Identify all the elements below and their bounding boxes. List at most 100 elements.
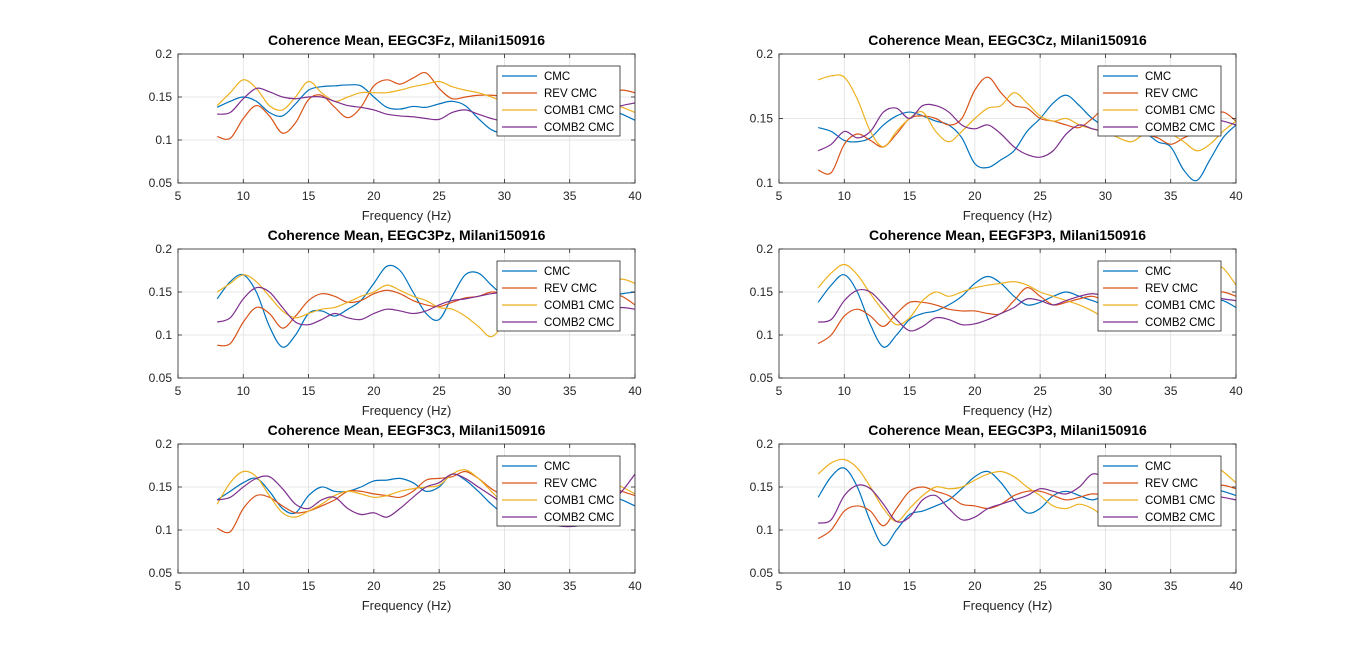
legend: CMC REV CMC COMB1 CMC COMB2 CMC (1097, 455, 1222, 527)
x-tick-label: 35 (1164, 384, 1178, 398)
y-tick-label: 0.2 (756, 242, 773, 256)
x-tick-label: 35 (1164, 579, 1178, 593)
y-tick-label: 0.05 (750, 371, 774, 385)
y-tick-label: 0.15 (149, 90, 173, 104)
y-tick-label: 0.05 (149, 566, 173, 580)
x-tick-label: 15 (903, 189, 917, 203)
y-tick-label: 0.1 (756, 523, 773, 537)
y-tick-label: 0.2 (155, 47, 172, 61)
x-tick-label: 40 (628, 189, 642, 203)
subplot-4: 5 10 15 20 25 30 35 40 0.05 0.1 0.15 0.2 Coherence M… (750, 227, 1243, 418)
y-tick-label: 0.1 (155, 133, 172, 147)
legend-label: CMC (544, 461, 570, 473)
axes-box (778, 248, 1237, 379)
legend-label: COMB2 CMC (1145, 317, 1215, 329)
x-tick-label: 40 (1229, 189, 1243, 203)
x-axis-label: Frequency (Hz) (362, 403, 452, 418)
x-axis-label: Frequency (Hz) (362, 208, 452, 223)
subplot-6: 5 10 15 20 25 30 35 40 0.05 0.1 0.15 0.2 Coherence M… (750, 422, 1243, 613)
x-axis-label: Frequency (Hz) (362, 598, 452, 613)
x-tick-label: 30 (498, 384, 512, 398)
x-tick-label: 40 (1229, 384, 1243, 398)
legend-box (1097, 260, 1222, 332)
series-line-comb2-cmc (217, 473, 635, 528)
x-tick-label: 5 (175, 384, 182, 398)
x-tick-label: 5 (175, 579, 182, 593)
x-tick-label: 25 (432, 384, 446, 398)
legend-label: COMB2 CMC (544, 512, 614, 524)
legend-label: REV CMC (544, 283, 597, 295)
x-tick-label: 20 (968, 384, 982, 398)
legend-label: REV CMC (544, 88, 597, 100)
x-tick-label: 15 (302, 384, 316, 398)
legend-label: REV CMC (1145, 283, 1198, 295)
legend-label: REV CMC (544, 478, 597, 490)
ticks (778, 53, 1237, 184)
x-tick-label: 25 (1033, 384, 1047, 398)
legend-label: CMC (1145, 461, 1171, 473)
x-tick-label: 40 (628, 384, 642, 398)
plot-title: Coherence Mean, EEGF3P3, Milani150916 (869, 227, 1146, 243)
subplot-1: 5 10 15 20 25 30 35 40 0.05 0.1 0.15 0.2 Coherence M… (149, 32, 642, 223)
plot-title: Coherence Mean, EEGC3Cz, Milani150916 (868, 32, 1147, 48)
axes-box (778, 443, 1237, 574)
x-tick-label: 40 (1229, 579, 1243, 593)
y-tick-label: 0.1 (756, 176, 773, 190)
axes-box (177, 443, 636, 574)
series-group (817, 74, 1236, 182)
plot-title: Coherence Mean, EEGC3Fz, Milani150916 (268, 32, 545, 48)
subplot-3: 5 10 15 20 25 30 35 40 0.05 0.1 0.15 0.2 Coherence M… (149, 227, 642, 418)
x-tick-label: 5 (776, 384, 783, 398)
plot-title: Coherence Mean, EEGC3Pz, Milani150916 (268, 227, 546, 243)
plot-title: Coherence Mean, EEGC3P3, Milani150916 (868, 422, 1147, 438)
y-tick-label: 0.15 (750, 285, 774, 299)
y-tick-label: 0.15 (149, 480, 173, 494)
x-tick-label: 15 (302, 189, 316, 203)
x-tick-label: 30 (498, 579, 512, 593)
x-tick-label: 30 (1099, 189, 1113, 203)
ticks (778, 248, 1237, 379)
x-tick-label: 15 (302, 579, 316, 593)
legend-label: COMB2 CMC (1145, 122, 1215, 134)
legend-box (496, 260, 621, 332)
y-tick-label: 0.2 (756, 47, 773, 61)
legend-label: COMB1 CMC (544, 105, 614, 117)
x-tick-label: 5 (175, 189, 182, 203)
x-axis-label: Frequency (Hz) (963, 403, 1053, 418)
y-tick-label: 0.05 (149, 176, 173, 190)
x-tick-label: 35 (563, 189, 577, 203)
legend-label: COMB2 CMC (1145, 512, 1215, 524)
y-tick-label: 0.2 (155, 437, 172, 451)
x-tick-label: 25 (1033, 189, 1047, 203)
x-axis-label: Frequency (Hz) (963, 598, 1053, 613)
x-tick-label: 35 (563, 579, 577, 593)
ticks (778, 443, 1237, 574)
x-tick-label: 15 (903, 579, 917, 593)
x-tick-label: 5 (776, 579, 783, 593)
x-tick-label: 30 (1099, 579, 1113, 593)
legend-label: COMB2 CMC (544, 317, 614, 329)
y-tick-label: 0.2 (756, 437, 773, 451)
legend-box (496, 455, 621, 527)
legend-label: COMB1 CMC (544, 495, 614, 507)
x-tick-label: 25 (1033, 579, 1047, 593)
ticks (177, 443, 636, 574)
x-tick-label: 10 (237, 579, 251, 593)
legend-label: COMB1 CMC (1145, 300, 1215, 312)
y-tick-label: 0.1 (756, 328, 773, 342)
legend-box (1097, 65, 1222, 137)
x-tick-label: 10 (838, 579, 852, 593)
subplot-5: 5 10 15 20 25 30 35 40 0.05 0.1 0.15 0.2 Coherence M… (149, 422, 642, 613)
legend-box (496, 65, 621, 137)
x-tick-label: 20 (367, 579, 381, 593)
legend: CMC REV CMC COMB1 CMC COMB2 CMC (1097, 65, 1222, 137)
x-axis-label: Frequency (Hz) (963, 208, 1053, 223)
legend-label: CMC (1145, 266, 1171, 278)
legend: CMC REV CMC COMB1 CMC COMB2 CMC (496, 260, 621, 332)
x-tick-label: 10 (838, 189, 852, 203)
legend-label: COMB1 CMC (544, 300, 614, 312)
y-tick-label: 0.1 (155, 523, 172, 537)
x-tick-label: 20 (968, 579, 982, 593)
x-tick-label: 30 (498, 189, 512, 203)
